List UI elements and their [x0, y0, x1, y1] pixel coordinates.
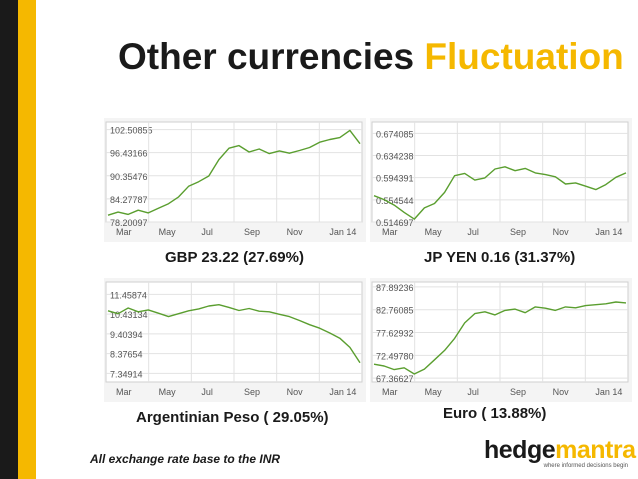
x-tick-label: Jul	[467, 387, 479, 397]
y-tick-label: 82.76085	[376, 306, 414, 316]
chart-svg: 11.45874 10.43134 9.40394 8.37654 7.34914 Mar…	[104, 278, 366, 402]
x-tick-label: Sep	[244, 227, 260, 237]
x-tick-label: Nov	[553, 387, 570, 397]
logo-tagline: where informed decisions begin	[543, 463, 628, 469]
logo-part-mantra: mantra	[555, 436, 636, 464]
y-tick-label: 102.50855	[110, 126, 153, 136]
y-tick-label: 7.34914	[110, 369, 143, 379]
chart-svg: 87.89236 82.76085 77.62932 72.49780 67.36627…	[370, 278, 632, 402]
series-line	[373, 301, 627, 375]
left-black-bar	[0, 0, 18, 479]
x-tick-label: Jul	[201, 227, 213, 237]
x-tick-label: Mar	[116, 227, 132, 237]
series-line	[107, 129, 361, 216]
y-tick-label: 0.634238	[376, 152, 414, 162]
footnote: All exchange rate base to the INR	[90, 452, 281, 466]
x-tick-label: Jul	[467, 227, 479, 237]
chart-ars: 11.45874 10.43134 9.40394 8.37654 7.34914 Mar…	[104, 278, 366, 402]
page-title: Other currencies Fluctuation	[118, 36, 624, 78]
x-tick-label: Sep	[510, 227, 526, 237]
x-tick-label: Sep	[510, 387, 526, 397]
x-tick-label: Nov	[287, 387, 304, 397]
title-main: Other currencies	[118, 36, 415, 77]
x-tick-label: Mar	[382, 227, 398, 237]
y-tick-label: 90.35476	[110, 172, 148, 182]
y-tick-label: 10.43134	[110, 310, 148, 320]
y-tick-label: 96.43166	[110, 149, 148, 159]
x-tick-label: Nov	[287, 227, 304, 237]
x-tick-label: May	[159, 227, 177, 237]
chart-svg: 0.674085 0.634238 0.594391 0.554544 0.514697…	[370, 118, 632, 242]
y-tick-label: 11.45874	[110, 290, 147, 300]
chart-gbp: 102.50855 96.43166 90.35476 84.27787 78.2009…	[104, 118, 366, 242]
y-tick-label: 9.40394	[110, 330, 143, 340]
x-tick-label: Mar	[382, 387, 398, 397]
x-tick-label: May	[159, 387, 177, 397]
chart-eur: 87.89236 82.76085 77.62932 72.49780 67.36627…	[370, 278, 632, 402]
left-yellow-bar	[18, 0, 36, 479]
x-tick-label: May	[425, 387, 443, 397]
hedgemantra-logo: hedgemantra where informed decisions beg…	[484, 436, 636, 475]
y-tick-label: 0.554544	[376, 196, 414, 206]
series-line	[107, 304, 361, 364]
y-tick-label: 8.37654	[110, 350, 143, 360]
series-line	[373, 166, 627, 220]
caption-eur: Euro ( 13.88%)	[443, 405, 547, 422]
y-tick-label: 84.27787	[110, 195, 148, 205]
title-accent: Fluctuation	[424, 36, 624, 77]
x-tick-label: May	[425, 227, 443, 237]
y-tick-label: 0.514697	[376, 218, 414, 228]
y-tick-label: 78.20097	[110, 218, 148, 228]
y-tick-label: 0.594391	[376, 174, 414, 184]
caption-jpy: JP YEN 0.16 (31.37%)	[424, 249, 576, 266]
x-tick-label: Jan 14	[595, 387, 622, 397]
y-tick-label: 87.89236	[376, 283, 414, 293]
x-tick-label: Sep	[244, 387, 260, 397]
logo-part-hedge: hedge	[484, 436, 556, 464]
x-tick-label: Mar	[116, 387, 132, 397]
logo-wordmark: hedgemantra	[484, 436, 636, 464]
chart-jpy: 0.674085 0.634238 0.594391 0.554544 0.514697…	[370, 118, 632, 242]
caption-ars: Argentinian Peso ( 29.05%)	[136, 409, 329, 426]
caption-gbp: GBP 23.22 (27.69%)	[165, 249, 304, 266]
y-tick-label: 0.674085	[376, 129, 414, 139]
x-tick-label: Nov	[553, 227, 570, 237]
chart-svg: 102.50855 96.43166 90.35476 84.27787 78.2009…	[104, 118, 366, 242]
x-tick-label: Jul	[201, 387, 213, 397]
x-tick-label: Jan 14	[329, 387, 356, 397]
y-tick-label: 72.49780	[376, 351, 414, 361]
x-tick-label: Jan 14	[595, 227, 622, 237]
y-tick-label: 67.36627	[376, 374, 414, 384]
x-tick-label: Jan 14	[329, 227, 356, 237]
y-tick-label: 77.62932	[376, 329, 414, 339]
